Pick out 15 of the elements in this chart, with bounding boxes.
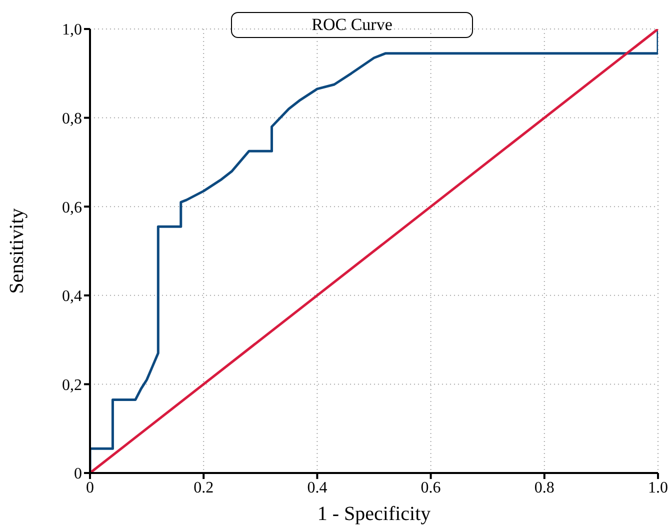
x-tick-label: 0.2	[194, 479, 214, 496]
y-axis-title: Sensitivity	[6, 208, 28, 294]
y-tick-label: 0,2	[62, 376, 82, 394]
chart-title: ROC Curve	[231, 12, 473, 38]
x-tick-label: 0.4	[307, 479, 328, 496]
y-tick-label: 0	[74, 466, 82, 483]
x-tick-label: 0	[86, 479, 94, 496]
x-axis-title: 1 - Specificity	[317, 503, 431, 525]
x-tick-label: 1.0	[648, 479, 668, 496]
x-tick-label: 0.8	[534, 479, 554, 496]
y-tick-label: 1,0	[62, 22, 82, 39]
y-tick-label: 0,8	[62, 110, 82, 128]
x-tick-label: 0.6	[420, 479, 441, 496]
y-tick-label: 0,4	[62, 288, 82, 306]
y-tick-label: 0,6	[62, 199, 82, 216]
